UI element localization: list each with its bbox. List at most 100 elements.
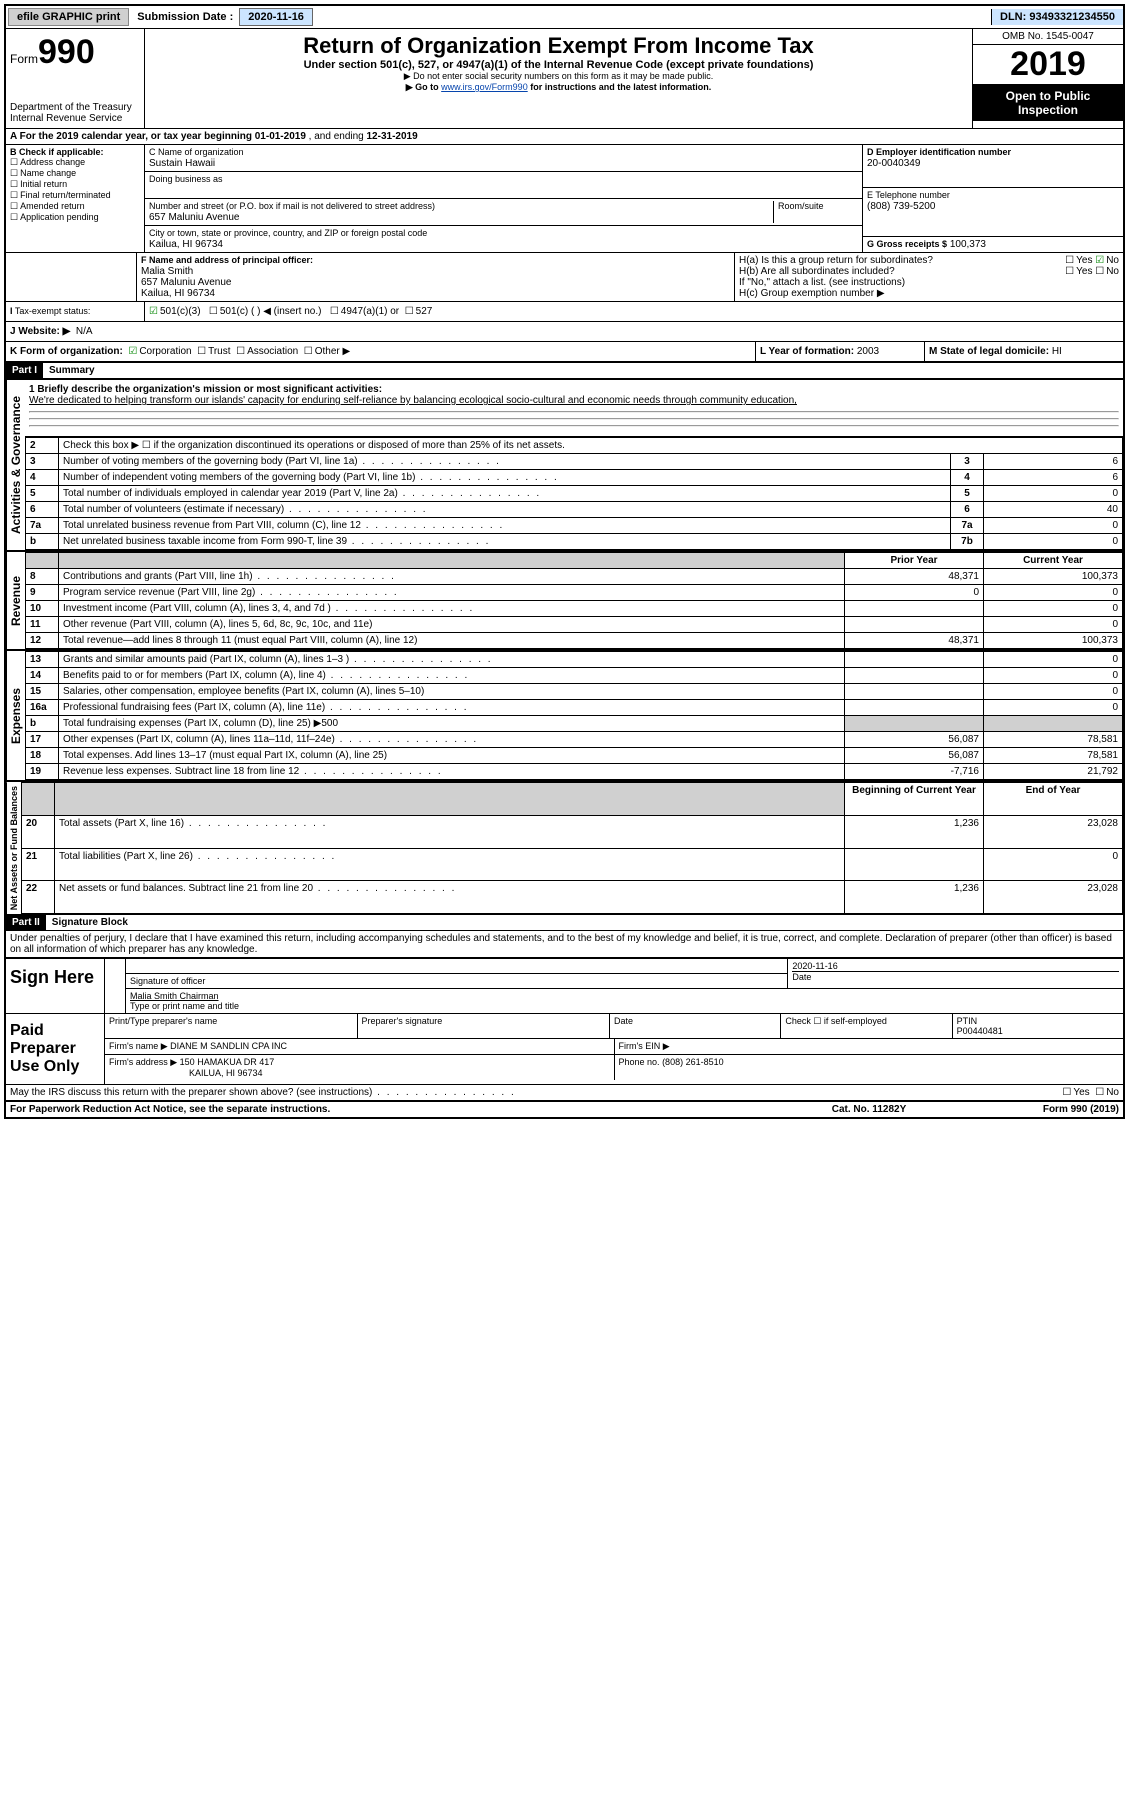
website-label: J Website: ▶	[10, 326, 70, 337]
ptin-value: P00440481	[957, 1026, 1003, 1036]
header: Form990 Department of the Treasury Inter…	[6, 29, 1123, 129]
ha-no[interactable]: No	[1095, 255, 1119, 266]
discuss-row: May the IRS discuss this return with the…	[6, 1085, 1123, 1101]
rev-header: Prior YearCurrent Year	[26, 553, 1123, 569]
sign-here-label: Sign Here	[6, 959, 105, 1013]
mission-block: 1 Briefly describe the organization's mi…	[25, 380, 1123, 437]
subtitle-3: ▶ Go to www.irs.gov/Form990 for instruct…	[149, 82, 968, 93]
line-7b: bNet unrelated business taxable income f…	[26, 534, 1123, 550]
chk-address-change[interactable]: Address change	[10, 157, 85, 167]
line-19: 19Revenue less expenses. Subtract line 1…	[26, 764, 1123, 780]
period-end: 12-31-2019	[367, 131, 418, 142]
goto-prefix: ▶ Go to	[406, 82, 441, 92]
section-h: H(a) Is this a group return for subordin…	[734, 253, 1123, 301]
sig-name: Malia Smith Chairman	[130, 991, 219, 1001]
line-16a: 16aProfessional fundraising fees (Part I…	[26, 700, 1123, 716]
officer-addr1: 657 Maluniu Avenue	[141, 277, 231, 288]
ha-label: H(a) Is this a group return for subordin…	[739, 255, 933, 266]
footer-right: Form 990 (2019)	[969, 1104, 1119, 1115]
form990-link[interactable]: www.irs.gov/Form990	[441, 82, 528, 92]
subtitle-2: ▶ Do not enter social security numbers o…	[149, 71, 968, 82]
line-9: 9Program service revenue (Part VIII, lin…	[26, 585, 1123, 601]
hb-no[interactable]: No	[1095, 266, 1119, 277]
period-begin: 01-01-2019	[255, 131, 306, 142]
m-value: HI	[1052, 346, 1062, 357]
officer-label: F Name and address of principal officer:	[141, 255, 313, 265]
tax-year: 2019	[973, 45, 1123, 85]
exp-table: 13Grants and similar amounts paid (Part …	[25, 651, 1123, 780]
period-prefix: A For the 2019 calendar year, or tax yea…	[10, 131, 255, 142]
chk-final-return[interactable]: Final return/terminated	[10, 190, 111, 200]
vert-revenue: Revenue	[6, 552, 25, 649]
chk-other[interactable]: Other ▶	[304, 346, 350, 357]
gov-table: 2Check this box ▶ ☐ if the organization …	[25, 437, 1123, 550]
f-h-block: F Name and address of principal officer:…	[6, 253, 1123, 302]
name-label: C Name of organization	[149, 147, 244, 157]
sig-name-label: Type or print name and title	[130, 1001, 239, 1011]
line-14: 14Benefits paid to or for members (Part …	[26, 668, 1123, 684]
chk-501c[interactable]: 501(c) ( ) ◀ (insert no.)	[209, 306, 322, 317]
line-6: 6Total number of volunteers (estimate if…	[26, 502, 1123, 518]
discuss-no[interactable]: No	[1095, 1087, 1119, 1098]
part2-bar: Part II Signature Block	[6, 915, 1123, 931]
l-label: L Year of formation:	[760, 346, 854, 357]
chk-4947[interactable]: 4947(a)(1) or	[330, 306, 399, 317]
efile-button[interactable]: efile GRAPHIC print	[8, 8, 129, 26]
chk-initial-return[interactable]: Initial return	[10, 179, 67, 189]
chk-527[interactable]: 527	[405, 306, 433, 317]
org-name: Sustain Hawaii	[149, 158, 215, 169]
section-m: M State of legal domicile: HI	[924, 342, 1123, 361]
ha-yes[interactable]: Yes	[1065, 255, 1092, 266]
firm-name: DIANE M SANDLIN CPA INC	[170, 1041, 287, 1051]
firm-phone-label: Phone no.	[619, 1057, 660, 1067]
footer: For Paperwork Reduction Act Notice, see …	[6, 1101, 1123, 1117]
net-header: Beginning of Current YearEnd of Year	[22, 783, 1123, 816]
chk-amended[interactable]: Amended return	[10, 201, 85, 211]
part1-bar: Part I Summary	[6, 363, 1123, 379]
chk-501c3[interactable]: 501(c)(3)	[149, 306, 201, 317]
firm-phone: (808) 261-8510	[662, 1057, 724, 1067]
chk-assoc[interactable]: Association	[236, 346, 298, 357]
net-table: Beginning of Current YearEnd of Year 20T…	[21, 782, 1123, 914]
omb-number: OMB No. 1545-0047	[973, 29, 1123, 45]
hb-yes[interactable]: Yes	[1065, 266, 1092, 277]
mission-text: We're dedicated to helping transform our…	[29, 395, 797, 406]
officer-name: Malia Smith	[141, 266, 193, 277]
line-15: 15Salaries, other compensation, employee…	[26, 684, 1123, 700]
section-e: E Telephone number (808) 739-5200	[863, 188, 1123, 237]
discuss-text: May the IRS discuss this return with the…	[10, 1087, 1062, 1098]
section-c-name: C Name of organization Sustain Hawaii	[145, 145, 862, 172]
line-12: 12Total revenue—add lines 8 through 11 (…	[26, 633, 1123, 649]
addr-label: Number and street (or P.O. box if mail i…	[149, 201, 435, 211]
line-8: 8Contributions and grants (Part VIII, li…	[26, 569, 1123, 585]
hc-label: H(c) Group exemption number ▶	[739, 288, 1119, 299]
revenue-block: Revenue Prior YearCurrent Year 8Contribu…	[6, 551, 1123, 650]
chk-application[interactable]: Application pending	[10, 212, 99, 222]
form-container: efile GRAPHIC print Submission Date : 20…	[4, 4, 1125, 1119]
prep-sig-label: Preparer's signature	[358, 1014, 611, 1038]
topbar: efile GRAPHIC print Submission Date : 20…	[6, 6, 1123, 29]
hb-note: If "No," attach a list. (see instruction…	[739, 277, 1119, 288]
section-l: L Year of formation: 2003	[755, 342, 924, 361]
discuss-yes[interactable]: Yes	[1062, 1087, 1089, 1098]
gross-value: 100,373	[950, 239, 986, 250]
line-3: 3Number of voting members of the governi…	[26, 454, 1123, 470]
line-10: 10Investment income (Part VIII, column (…	[26, 601, 1123, 617]
line-21: 21Total liabilities (Part X, line 26)0	[22, 848, 1123, 881]
part2-header: Part II	[6, 915, 46, 930]
form-990: 990	[38, 33, 95, 71]
submission-label: Submission Date :	[131, 9, 239, 25]
city-label: City or town, state or province, country…	[149, 228, 427, 238]
website-value: N/A	[76, 326, 93, 337]
section-c-city: City or town, state or province, country…	[145, 226, 862, 252]
subtitle-1: Under section 501(c), 527, or 4947(a)(1)…	[149, 59, 968, 71]
website-row: J Website: ▶ N/A	[6, 322, 1123, 342]
chk-trust[interactable]: Trust	[197, 346, 230, 357]
line-22: 22Net assets or fund balances. Subtract …	[22, 881, 1123, 914]
sign-block: Sign Here Signature of officer 2020-11-1…	[6, 957, 1123, 1085]
chk-corp[interactable]: Corporation	[128, 346, 191, 357]
form-title: Return of Organization Exempt From Incom…	[149, 33, 968, 59]
netassets-block: Net Assets or Fund Balances Beginning of…	[6, 781, 1123, 915]
dept-treasury: Department of the Treasury Internal Reve…	[10, 102, 140, 124]
chk-name-change[interactable]: Name change	[10, 168, 76, 178]
